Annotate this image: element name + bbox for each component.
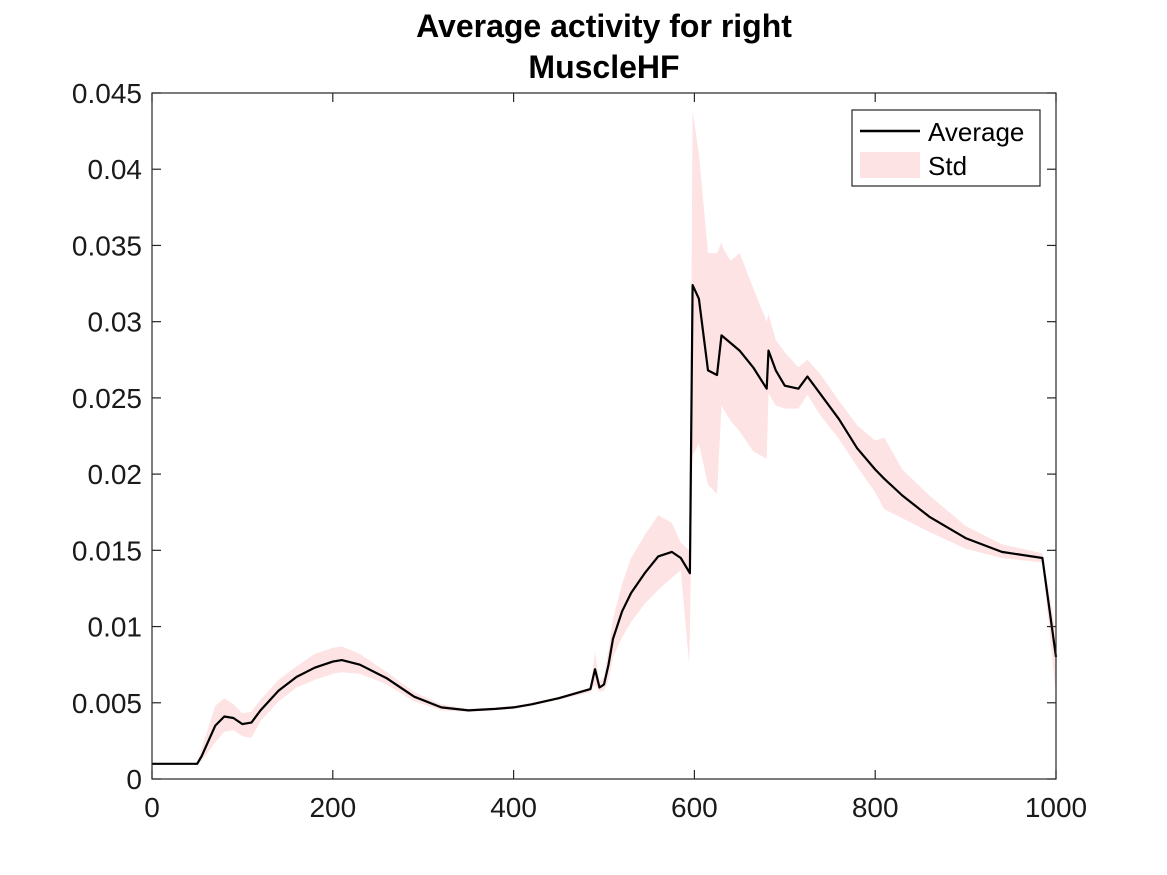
y-tick-label: 0.01	[88, 612, 143, 643]
x-tick-label: 200	[309, 792, 356, 823]
legend: Average Std	[851, 109, 1041, 187]
x-tick-label: 0	[144, 792, 160, 823]
y-tick-label: 0.02	[88, 459, 143, 490]
y-tick-label: 0.005	[72, 688, 142, 719]
x-tick-label: 1000	[1025, 792, 1087, 823]
y-tick-label: 0	[126, 764, 142, 795]
legend-std-swatch	[860, 152, 920, 178]
y-tick-label: 0.03	[88, 307, 143, 338]
legend-std-label: Std	[928, 151, 967, 181]
x-tick-label: 600	[671, 792, 718, 823]
x-tick-label: 800	[852, 792, 899, 823]
y-tick-label: 0.025	[72, 383, 142, 414]
plot-frame	[151, 92, 1057, 780]
y-tick-label: 0.035	[72, 230, 142, 261]
ticks-layer: 0 200 400 600 800 1000 0 0.005 0.01 0.015 0.02 0.02…	[72, 78, 1087, 823]
chart-title-line-1: Average activity for right	[416, 8, 792, 44]
average-line-layer	[152, 284, 1058, 765]
y-tick-label: 0.04	[88, 154, 143, 185]
chart-title-line-2: MuscleHF	[528, 49, 679, 85]
legend-average-label: Average	[928, 117, 1024, 147]
y-tick-label: 0.015	[72, 535, 142, 566]
average-line	[152, 284, 1058, 765]
x-tick-label: 400	[490, 792, 537, 823]
y-tick-label: 0.045	[72, 78, 142, 109]
